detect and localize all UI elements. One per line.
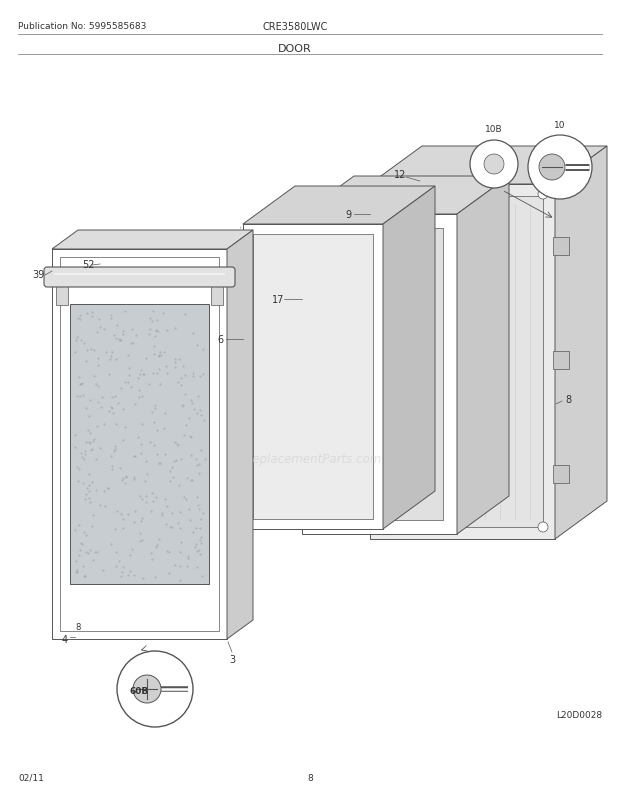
Polygon shape — [302, 176, 509, 215]
Text: 17: 17 — [272, 294, 284, 305]
Circle shape — [528, 136, 592, 200]
Polygon shape — [52, 249, 227, 639]
Circle shape — [375, 190, 385, 200]
Polygon shape — [253, 235, 373, 520]
Text: 60B: 60B — [130, 687, 149, 695]
Circle shape — [539, 155, 565, 180]
Polygon shape — [52, 231, 253, 249]
Polygon shape — [553, 237, 569, 256]
Polygon shape — [243, 187, 435, 225]
Text: 3: 3 — [229, 654, 235, 664]
Polygon shape — [457, 176, 509, 534]
Circle shape — [484, 155, 504, 175]
Polygon shape — [383, 187, 435, 529]
Polygon shape — [555, 147, 607, 539]
Text: 6: 6 — [217, 334, 223, 345]
Text: 8: 8 — [75, 622, 81, 632]
Text: 39: 39 — [32, 269, 44, 280]
Text: 8: 8 — [307, 773, 313, 782]
Text: 12: 12 — [394, 170, 406, 180]
Text: 52: 52 — [82, 260, 94, 269]
Polygon shape — [382, 196, 543, 528]
Polygon shape — [370, 147, 607, 184]
Text: DOOR: DOOR — [278, 44, 312, 54]
Text: 9: 9 — [345, 210, 351, 220]
Circle shape — [375, 522, 385, 533]
Text: 10: 10 — [554, 121, 565, 131]
Text: 4: 4 — [62, 634, 68, 644]
Polygon shape — [553, 351, 569, 370]
Polygon shape — [302, 215, 457, 534]
Text: 02/11: 02/11 — [18, 773, 44, 782]
Polygon shape — [316, 229, 443, 520]
Polygon shape — [227, 231, 253, 639]
Bar — [70, 305, 209, 585]
Text: eReplacementParts.com: eReplacementParts.com — [238, 453, 382, 466]
Text: 10B: 10B — [485, 125, 503, 134]
Circle shape — [538, 190, 548, 200]
Polygon shape — [243, 225, 383, 529]
Polygon shape — [211, 282, 223, 306]
Circle shape — [470, 141, 518, 188]
Polygon shape — [553, 465, 569, 484]
Text: L20D0028: L20D0028 — [556, 710, 602, 719]
Text: Publication No: 5995585683: Publication No: 5995585683 — [18, 22, 146, 31]
Circle shape — [117, 651, 193, 727]
Circle shape — [133, 675, 161, 703]
Text: 8: 8 — [565, 395, 571, 404]
Polygon shape — [56, 282, 68, 306]
Circle shape — [538, 522, 548, 533]
FancyBboxPatch shape — [44, 268, 235, 288]
Text: CRE3580LWC: CRE3580LWC — [262, 22, 328, 32]
Polygon shape — [370, 184, 555, 539]
